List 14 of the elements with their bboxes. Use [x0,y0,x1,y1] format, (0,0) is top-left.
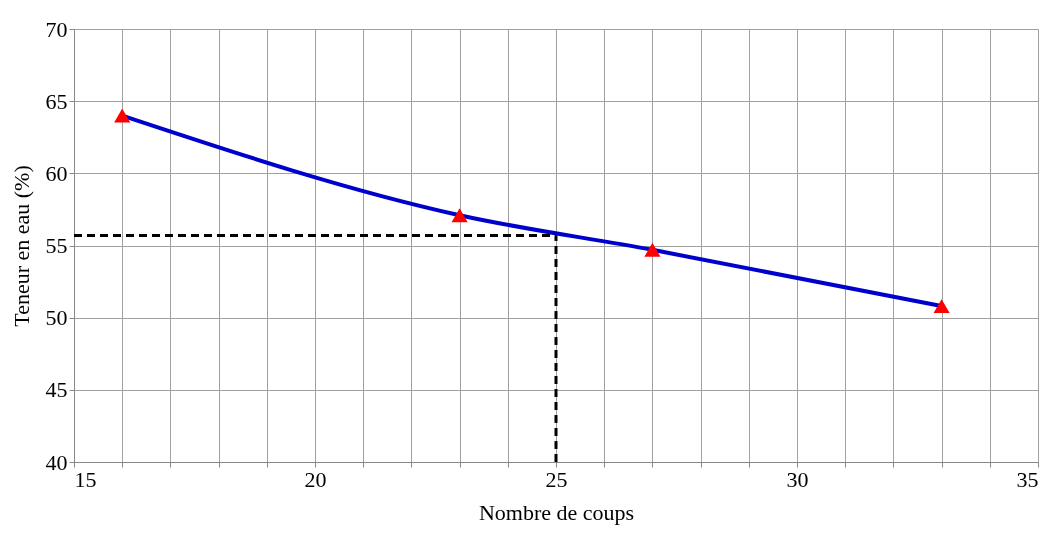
x-tick-label: 20 [304,466,327,492]
y-tick-label: 40 [45,449,68,475]
y-tick-label: 55 [45,233,68,258]
y-tick-label: 70 [45,16,68,42]
x-tick-label: 30 [786,466,809,492]
x-tick-label: 15 [74,466,97,492]
x-tick-label: 25 [545,466,568,492]
y-tick-label: 50 [45,305,68,331]
y-axis-title: Teneur en eau (%) [8,165,34,327]
y-tick-label: 45 [45,377,68,403]
y-tick-label: 60 [45,160,68,186]
x-tick-label: 35 [1016,466,1039,492]
x-axis-title: Nombre de coups [478,499,635,525]
y-tick-label: 65 [45,88,68,114]
